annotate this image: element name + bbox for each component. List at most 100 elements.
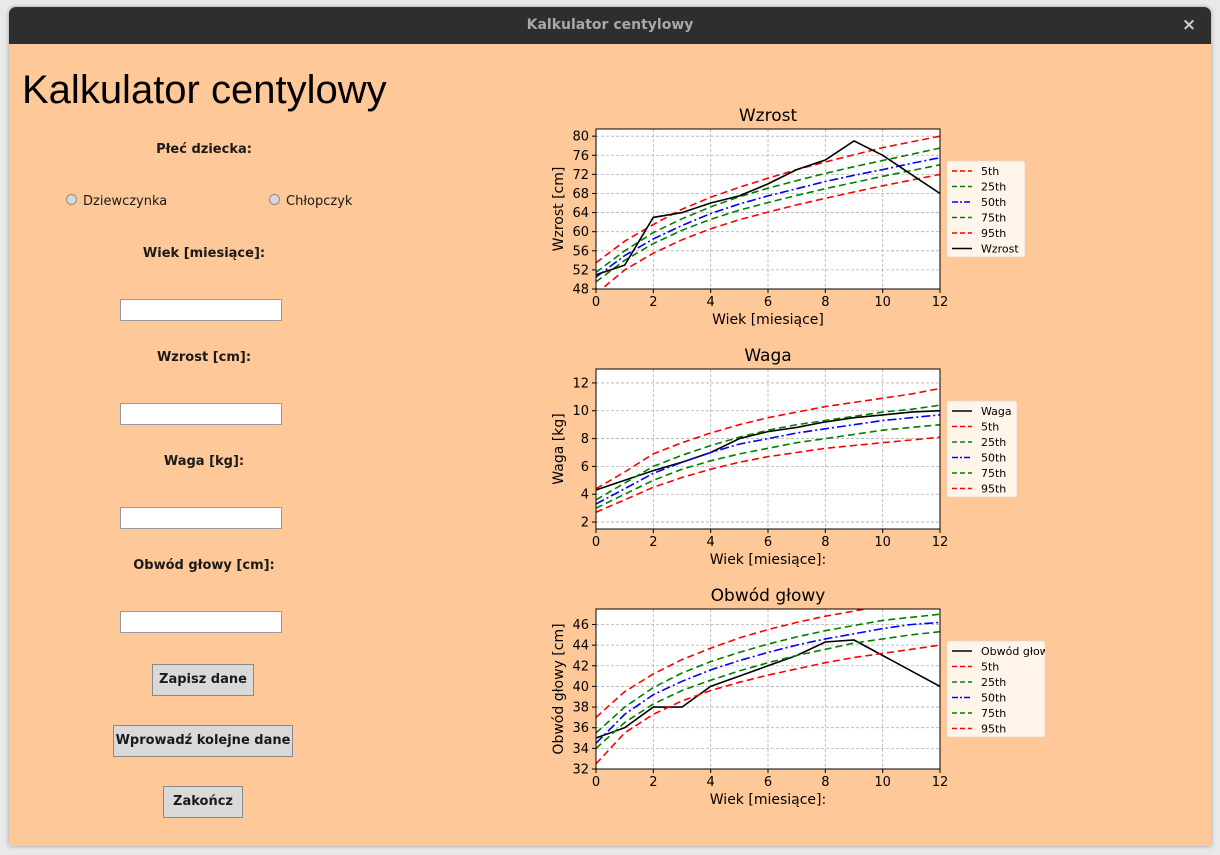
series-line-5th: [596, 644, 940, 765]
x-axis-label: Wiek [miesiące]:: [710, 552, 826, 568]
chart-title: Wzrost: [739, 106, 798, 126]
y-tick-label: 10: [572, 404, 589, 419]
radio-boy[interactable]: Chłopczyk: [269, 194, 352, 209]
x-tick-label: 0: [592, 535, 600, 550]
x-tick-label: 8: [821, 535, 829, 550]
series-line-25th: [596, 423, 940, 509]
legend-entry: 75th: [981, 707, 1006, 720]
x-tick-label: 12: [932, 775, 949, 790]
legend-entry: 95th: [981, 227, 1006, 240]
series-line-95th: [596, 609, 871, 718]
legend-entry: 5th: [981, 421, 999, 434]
series-line-25th: [596, 164, 940, 283]
weight-input[interactable]: [120, 507, 282, 529]
x-tick-label: 6: [764, 535, 772, 550]
age-input[interactable]: [120, 299, 282, 321]
series-line-25th: [596, 630, 940, 749]
x-tick-label: 12: [932, 295, 949, 310]
series-line-5th: [596, 436, 940, 514]
x-tick-label: 4: [707, 295, 715, 310]
radio-girl-indicator[interactable]: [66, 194, 77, 205]
x-tick-label: 10: [874, 535, 891, 550]
age-label: Wiek [miesiące]:: [142, 246, 266, 261]
series-line-50th: [596, 414, 940, 505]
legend-entry: Wzrost: [981, 243, 1019, 256]
legend-entry: 25th: [981, 181, 1006, 194]
x-tick-label: 10: [874, 295, 891, 310]
x-tick-label: 6: [764, 295, 772, 310]
radio-boy-label[interactable]: Chłopczyk: [286, 194, 353, 209]
legend: [946, 160, 1026, 258]
y-tick-label: 40: [572, 680, 589, 695]
legend-entry: 95th: [981, 483, 1006, 496]
x-tick-label: 2: [649, 775, 657, 790]
legend-entry: 75th: [981, 467, 1006, 480]
legend-entry: Waga: [981, 405, 1012, 418]
y-tick-label: 12: [572, 376, 589, 391]
y-tick-label: 64: [572, 206, 589, 221]
y-tick-label: 46: [572, 618, 589, 633]
x-tick-label: 12: [932, 535, 949, 550]
x-tick-label: 6: [764, 775, 772, 790]
quit-button[interactable]: Zakończ: [163, 786, 243, 818]
series-line-50th: [596, 156, 940, 278]
y-tick-label: 76: [572, 149, 589, 164]
y-tick-label: 42: [572, 659, 589, 674]
y-tick-label: 2: [581, 516, 589, 531]
series-line-75th: [596, 404, 940, 501]
weight-label: Waga [kg]:: [163, 454, 245, 469]
head-circumference-label: Obwód głowy [cm]:: [133, 558, 275, 573]
x-tick-label: 8: [821, 775, 829, 790]
y-tick-label: 36: [572, 721, 589, 736]
x-axis-label: Wiek [miesiące]: [712, 312, 824, 328]
legend-entry: 50th: [981, 452, 1006, 465]
legend-entry: 50th: [981, 692, 1006, 705]
save-button[interactable]: Zapisz dane: [152, 664, 254, 696]
series-line-75th: [596, 147, 940, 273]
y-tick-label: 48: [572, 283, 589, 298]
y-tick-label: 38: [572, 701, 589, 716]
main-panel: Kalkulator centylowy Płeć dziecka: Dziew…: [9, 44, 1211, 846]
legend-entry: 25th: [981, 676, 1006, 689]
series-line-75th: [596, 613, 940, 734]
legend-entry: Obwód głowy: [981, 645, 1056, 658]
y-tick-label: 44: [572, 639, 589, 654]
x-tick-label: 8: [821, 295, 829, 310]
y-tick-label: 72: [572, 168, 589, 183]
radio-girl-label[interactable]: Dziewczynka: [83, 194, 168, 209]
legend-entry: 5th: [981, 165, 999, 178]
series-line-95th: [596, 387, 940, 490]
y-axis-label: Obwód głowy [cm]: [551, 623, 567, 754]
x-tick-label: 2: [649, 295, 657, 310]
x-tick-label: 4: [707, 775, 715, 790]
page-title: Kalkulator centylowy: [22, 68, 387, 112]
legend-entry: 5th: [981, 661, 999, 674]
series-line-waga: [596, 409, 940, 491]
y-tick-label: 8: [581, 432, 589, 447]
chart-title: Waga: [744, 346, 791, 366]
x-tick-label: 10: [874, 775, 891, 790]
height-input[interactable]: [120, 403, 282, 425]
y-tick-label: 4: [581, 488, 589, 503]
series-line-5th: [600, 173, 940, 289]
sex-label: Płeć dziecka:: [156, 142, 252, 157]
close-icon[interactable]: ×: [1181, 15, 1197, 35]
next-data-button[interactable]: Wprowadź kolejne dane: [113, 725, 293, 757]
y-tick-label: 68: [572, 187, 589, 202]
series-line-obwód-głowy: [596, 639, 940, 739]
x-tick-label: 0: [592, 775, 600, 790]
y-tick-label: 52: [572, 263, 589, 278]
chart-title: Obwód głowy: [711, 586, 826, 606]
y-tick-label: 56: [572, 244, 589, 259]
radio-girl[interactable]: Dziewczynka: [66, 194, 167, 209]
y-tick-label: 6: [581, 460, 589, 475]
legend-entry: 75th: [981, 212, 1006, 225]
height-label: Wzrost [cm]:: [156, 350, 252, 365]
x-tick-label: 0: [592, 295, 600, 310]
head-circumference-input[interactable]: [120, 611, 282, 633]
series-line-50th: [596, 621, 940, 744]
window-title: Kalkulator centylowy: [526, 17, 694, 33]
radio-boy-indicator[interactable]: [269, 194, 280, 205]
y-tick-label: 60: [572, 225, 589, 240]
